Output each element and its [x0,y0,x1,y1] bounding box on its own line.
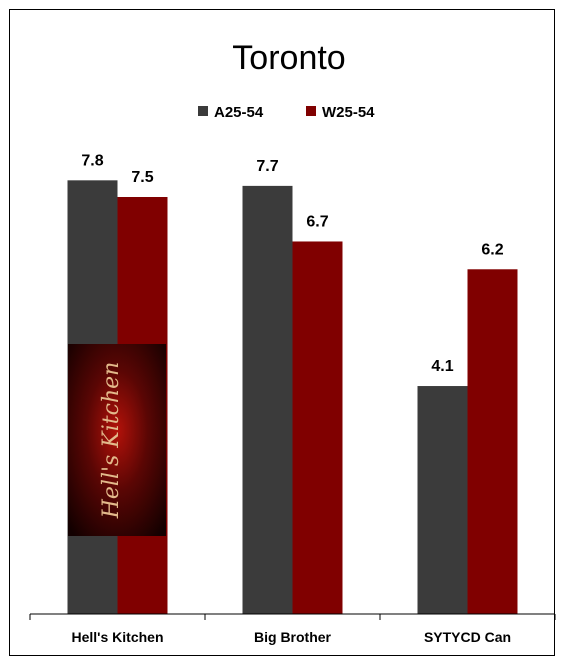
legend-label-a25-54: A25-54 [214,104,264,121]
legend: A25-54 W25-54 [198,104,375,121]
hells-kitchen-logo: Hell's Kitchen [68,344,166,536]
bar-w25-54-sytycd-can [467,269,518,614]
data-label-w25-54-big-brother: 6.7 [306,213,328,230]
bar-a25-54-big-brother [242,185,293,614]
data-label-a25-54-sytycd-can: 4.1 [431,358,453,375]
bar-w25-54-big-brother [292,241,343,615]
legend-swatch-a25-54 [198,106,208,116]
legend-label-w25-54: W25-54 [322,104,375,121]
bar-a25-54-sytycd-can [417,386,468,614]
data-label-a25-54-big-brother: 7.7 [256,158,278,175]
svg-text:Hell's Kitchen: Hell's Kitchen [99,362,124,520]
x-axis-tick-labels: Hell's Kitchen Big Brother SYTYCD Can [71,629,511,645]
data-label-a25-54-hell-s-kitchen: 7.8 [81,152,103,169]
x-tick-label-sytycd-can: SYTYCD Can [424,629,511,645]
x-tick-label-big-brother: Big Brother [254,629,332,645]
data-label-w25-54-sytycd-can: 6.2 [481,241,503,258]
legend-swatch-w25-54 [306,106,316,116]
data-label-w25-54-hell-s-kitchen: 7.5 [131,169,153,186]
chart-title: Toronto [232,39,345,77]
x-tick-label-hell-s-kitchen: Hell's Kitchen [71,629,163,645]
plot-area: 7.8 7.5 7.7 6.7 4.1 6.2 [67,152,518,615]
